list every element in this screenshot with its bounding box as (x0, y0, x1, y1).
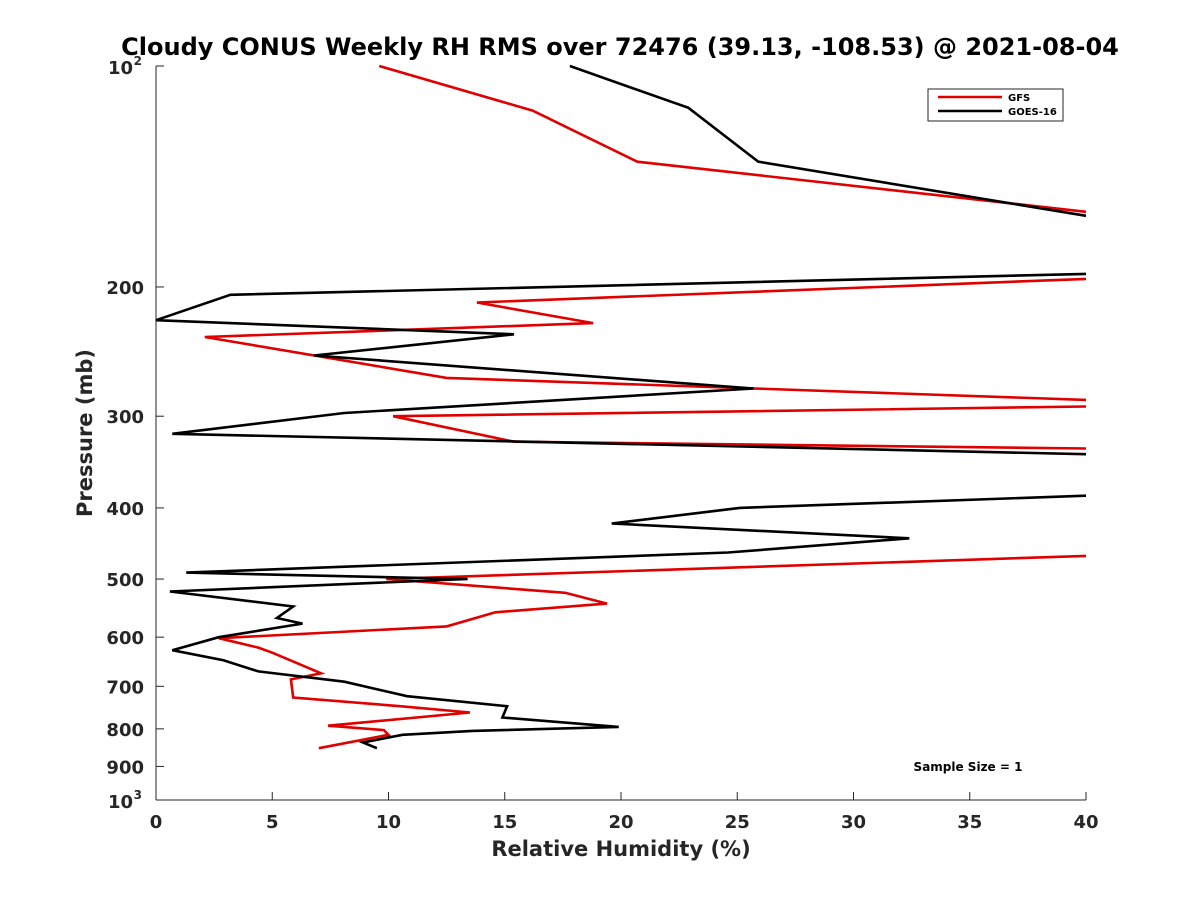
y-tick-label: 500 (106, 570, 144, 591)
series-line-goes16 (569, 64, 1087, 218)
legend: GFS GOES-16 (927, 88, 1064, 122)
x-tick-label: 15 (492, 812, 517, 833)
x-tick-label: 25 (725, 812, 750, 833)
x-tick-label: 30 (841, 812, 866, 833)
y-tick-label: 200 (106, 278, 144, 299)
series-line-gfs (218, 554, 1087, 750)
legend-label-gfs: GFS (1008, 93, 1030, 104)
chart-title: Cloudy CONUS Weekly RH RMS over 72476 (3… (121, 33, 1119, 61)
legend-box (927, 88, 1064, 122)
x-axis-ticks: 0 5 10 15 20 25 30 35 40 (150, 792, 1099, 833)
y-tick-exponent: 3 (134, 788, 142, 802)
x-tick-label: 0 (150, 812, 163, 833)
y-tick-label-power: 10 (108, 792, 133, 813)
x-tick-label: 20 (608, 812, 633, 833)
series-layer (155, 64, 1087, 750)
x-tick-label: 35 (957, 812, 982, 833)
y-tick-label: 400 (106, 499, 144, 520)
y-tick-label: 900 (106, 757, 144, 778)
series-line-gfs (378, 64, 1087, 214)
legend-label-goes16: GOES-16 (1008, 107, 1057, 118)
y-tick-label: 800 (106, 720, 144, 741)
x-tick-label: 10 (376, 812, 401, 833)
y-tick-exponent: 2 (134, 54, 142, 68)
series-line-gfs (392, 405, 1087, 450)
y-tick-label: 700 (106, 677, 144, 698)
y-axis-label: Pressure (mb) (73, 349, 97, 517)
y-tick-label: 600 (106, 628, 144, 649)
y-tick-label: 300 (106, 407, 144, 428)
x-tick-label: 5 (266, 812, 279, 833)
y-tick-label-power: 10 (108, 58, 133, 79)
x-tick-label: 40 (1073, 812, 1098, 833)
series-line-goes16 (169, 494, 1087, 750)
x-axis-label: Relative Humidity (%) (491, 837, 750, 861)
series-line-goes16 (155, 272, 1087, 456)
sample-size-note: Sample Size = 1 (914, 760, 1023, 774)
series-line-gfs (204, 277, 1087, 402)
